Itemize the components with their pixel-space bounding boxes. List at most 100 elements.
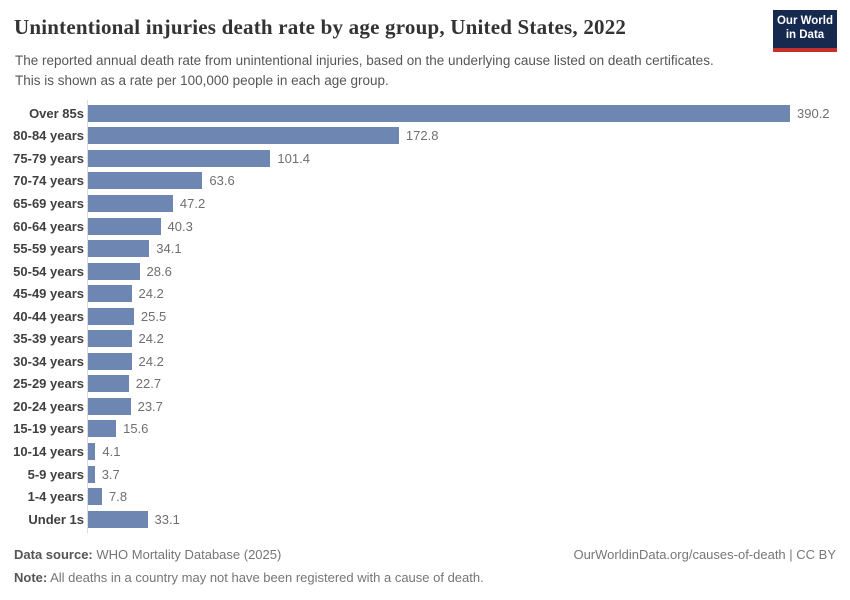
- note-value: All deaths in a country may not have bee…: [50, 569, 484, 585]
- category-label: 20-24 years: [13, 398, 84, 414]
- bar[interactable]: [88, 149, 271, 167]
- bar-row: 30-34 years 24.2: [0, 350, 850, 373]
- bar[interactable]: [88, 397, 131, 415]
- category-label: 65-69 years: [13, 195, 84, 211]
- category-label: 45-49 years: [13, 286, 84, 302]
- bar-row: 45-49 years 24.2: [0, 282, 850, 305]
- value-label: 40.3: [167, 218, 193, 234]
- value-label: 7.8: [109, 489, 128, 505]
- bar[interactable]: [88, 465, 95, 483]
- value-label: 390.2: [797, 105, 830, 121]
- bar-row: 60-64 years 40.3: [0, 215, 850, 238]
- bar[interactable]: [88, 172, 203, 190]
- bar[interactable]: [88, 488, 102, 506]
- bar-zone: 15.6: [84, 420, 850, 438]
- note-line: Note: All deaths in a country may not ha…: [14, 570, 836, 586]
- bar-zone: 22.7: [84, 375, 850, 393]
- value-label: 24.2: [138, 353, 164, 369]
- bar-row: 55-59 years 34.1: [0, 237, 850, 260]
- value-label: 101.4: [277, 150, 310, 166]
- bar[interactable]: [88, 420, 117, 438]
- value-label: 4.1: [102, 443, 121, 459]
- category-label: 55-59 years: [13, 241, 84, 257]
- value-label: 24.2: [138, 286, 164, 302]
- value-label: 15.6: [123, 421, 149, 437]
- bar[interactable]: [88, 262, 140, 280]
- category-label: 30-34 years: [13, 353, 84, 369]
- bar-row: Under 1s 33.1: [0, 508, 850, 531]
- bar-chart: Over 85s 390.2 80-84 years 172.8 75-79 y…: [0, 100, 850, 534]
- bar-zone: 23.7: [84, 397, 850, 415]
- datasource-label: Data source:: [14, 547, 93, 562]
- category-label: 50-54 years: [13, 263, 84, 279]
- bar[interactable]: [88, 330, 132, 348]
- value-label: 23.7: [137, 398, 163, 414]
- bar-zone: 63.6: [84, 172, 850, 190]
- bar-row: 5-9 years 3.7: [0, 463, 850, 486]
- chart-rows: Over 85s 390.2 80-84 years 172.8 75-79 y…: [0, 102, 850, 530]
- category-label: 10-14 years: [13, 443, 84, 459]
- value-label: 22.7: [135, 376, 162, 392]
- bar-row: 65-69 years 47.2: [0, 192, 850, 215]
- value-label: 3.7: [101, 466, 120, 482]
- bar-zone: 3.7: [84, 465, 850, 483]
- category-label: 25-29 years: [13, 376, 84, 392]
- bar-row: 50-54 years 28.6: [0, 260, 850, 283]
- owid-license-link[interactable]: OurWorldinData.org/causes-of-death | CC …: [573, 547, 836, 562]
- value-label: 28.6: [146, 263, 172, 279]
- bar-zone: 47.2: [84, 194, 850, 212]
- category-label: Over 85s: [29, 105, 84, 121]
- category-label: 35-39 years: [13, 331, 84, 347]
- bar-zone: 390.2: [84, 104, 850, 122]
- value-label: 47.2: [179, 195, 206, 211]
- value-label: 172.8: [405, 128, 439, 144]
- category-label: Under 1s: [28, 511, 84, 527]
- bar-row: 20-24 years 23.7: [0, 395, 850, 418]
- category-label: 15-19 years: [13, 421, 84, 437]
- category-label: 80-84 years: [13, 128, 84, 144]
- bar[interactable]: [88, 442, 96, 460]
- bar-zone: 25.5: [84, 307, 850, 325]
- bar[interactable]: [88, 510, 148, 528]
- bar-row: 15-19 years 15.6: [0, 418, 850, 441]
- value-label: 34.1: [156, 241, 182, 257]
- category-label: 1-4 years: [27, 489, 84, 505]
- bar[interactable]: [88, 307, 134, 325]
- owid-logo-line1: Our World: [776, 15, 833, 28]
- category-label: 40-44 years: [13, 308, 84, 324]
- value-label: 33.1: [154, 511, 180, 527]
- value-label: 25.5: [140, 308, 167, 324]
- bar-row: 80-84 years 172.8: [0, 125, 850, 148]
- bar-zone: 4.1: [84, 442, 850, 460]
- bar[interactable]: [88, 104, 790, 122]
- bar-zone: 101.4: [84, 149, 850, 167]
- bar[interactable]: [88, 194, 173, 212]
- datasource-line: Data source: WHO Mortality Database (202…: [14, 547, 836, 563]
- bar-row: 1-4 years 7.8: [0, 485, 850, 508]
- value-label: 63.6: [209, 173, 235, 189]
- bar-zone: 172.8: [84, 127, 850, 145]
- bar-row: 70-74 years 63.6: [0, 170, 850, 193]
- bar[interactable]: [88, 127, 399, 145]
- bar[interactable]: [88, 285, 132, 303]
- bar[interactable]: [88, 375, 129, 393]
- bar[interactable]: [88, 240, 150, 258]
- bar-zone: 24.2: [84, 330, 850, 348]
- page-title: Unintentional injuries death rate by age…: [14, 15, 627, 39]
- bar-zone: 24.2: [84, 352, 850, 370]
- bar-zone: 28.6: [84, 262, 850, 280]
- datasource-value: WHO Mortality Database (2025): [96, 547, 282, 562]
- bar-row: 10-14 years 4.1: [0, 440, 850, 463]
- owid-logo-line2: in Data: [785, 29, 825, 41]
- chart-subtitle: The reported annual death rate from unin…: [15, 53, 714, 89]
- y-axis-line: [87, 100, 88, 534]
- owid-logo: Our World in Data: [773, 10, 837, 52]
- bar-zone: 34.1: [84, 240, 850, 258]
- bar[interactable]: [88, 352, 132, 370]
- bar-row: 35-39 years 24.2: [0, 327, 850, 350]
- category-label: 5-9 years: [27, 466, 84, 482]
- bar[interactable]: [88, 217, 161, 235]
- bar-zone: 33.1: [84, 510, 850, 528]
- chart-footer: Data source: WHO Mortality Database (202…: [14, 547, 836, 592]
